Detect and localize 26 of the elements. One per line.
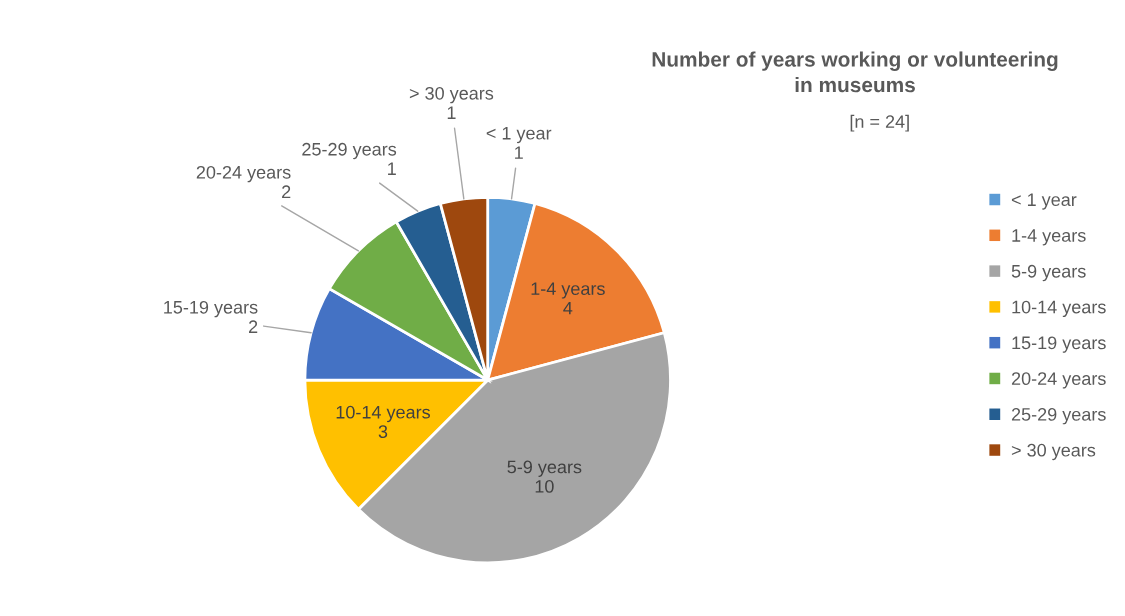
- data-label: 3: [378, 425, 388, 439]
- slice-label: 15-19 years: [164, 300, 258, 318]
- slice-label: 20-24 years: [196, 165, 291, 183]
- data-label: 2: [249, 320, 258, 333]
- slice-label: > 30 years: [409, 86, 494, 104]
- slice-label: < 1 year: [486, 126, 552, 144]
- data-label: 2: [282, 185, 291, 198]
- legend-label: 5-9 years: [1011, 264, 1086, 282]
- text: [n = 24]: [850, 114, 909, 132]
- legend-label: 25-29 years: [1011, 408, 1106, 425]
- data-label: 1: [515, 146, 523, 159]
- chart-title: Number of years working or volunteering in museums: [652, 51, 1058, 93]
- legend-label: 1-4 years: [1012, 229, 1086, 246]
- slice-label: 1-4 years: [531, 282, 605, 299]
- data-label: 1: [447, 106, 456, 119]
- legend-label: > 30 years: [1011, 443, 1096, 461]
- data-label: 4: [563, 301, 573, 315]
- slice-label: 5-9 years: [507, 460, 582, 477]
- slice-label: 25-29 years: [302, 142, 397, 160]
- legend-label: 20-24 years: [1011, 372, 1106, 389]
- slice-label: 10-14 years: [336, 405, 430, 423]
- legend-label: 10-14 years: [1012, 300, 1106, 317]
- legend-label: 15-19 years: [1012, 336, 1106, 353]
- data-label: 1: [388, 162, 396, 175]
- legend-label: < 1 year: [1011, 193, 1077, 210]
- data-label: 10: [535, 480, 554, 493]
